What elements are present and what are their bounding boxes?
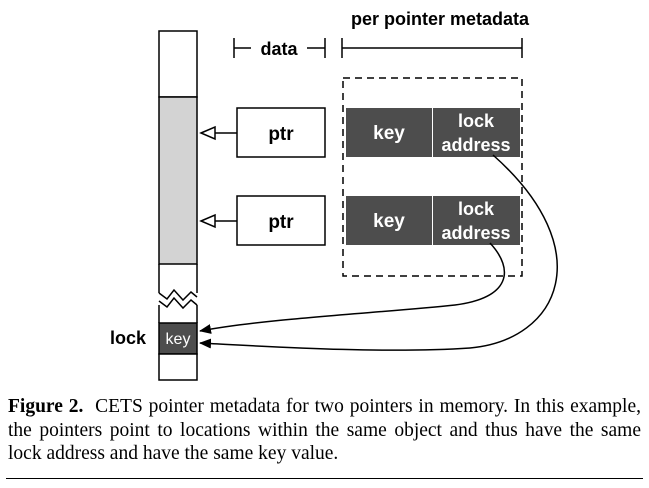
figure-caption: Figure 2. CETS pointer metadata for two …	[8, 395, 641, 466]
break-mark-upper	[158, 288, 198, 302]
caption-rule	[6, 478, 643, 479]
lock-address-label-1-line2: address	[441, 135, 510, 155]
break-mark-lower	[158, 296, 198, 310]
header-data-label: data	[260, 39, 298, 59]
pointer-2: ptr key lock address	[199, 195, 520, 246]
caption-text: CETS pointer metadata for two pointers i…	[8, 396, 641, 464]
lock-address-box-1	[433, 108, 520, 157]
memory-bottom-region	[158, 353, 198, 381]
ptr-label-2: ptr	[268, 212, 294, 233]
key-label-1: key	[373, 123, 405, 144]
memory-upper-segment	[158, 264, 198, 293]
lock-address-arrow-2	[199, 242, 506, 334]
ptr-box-1	[236, 107, 326, 158]
key-box-2	[346, 196, 432, 245]
metadata-region	[342, 77, 523, 277]
memory-top-region	[158, 30, 198, 98]
cets-metadata-diagram: key lock data per pointer metadata ptr k…	[110, 9, 558, 381]
lock-address-box-2	[433, 196, 520, 245]
key-box-1	[346, 108, 432, 157]
header-metadata: per pointer metadata	[341, 9, 530, 58]
ptr-box-2	[236, 195, 326, 246]
memory-lower-segment	[158, 305, 198, 323]
lock-address-label-2-line2: address	[441, 223, 510, 243]
memory-column: key lock	[110, 30, 198, 381]
lock-key-label: key	[166, 331, 191, 348]
header-data: data	[233, 38, 326, 59]
key-label-2: key	[373, 211, 405, 232]
ptr-arrowhead-2	[199, 213, 216, 229]
header-metadata-label: per pointer metadata	[351, 9, 530, 29]
ptr-label-1: ptr	[268, 124, 294, 145]
object-region	[158, 96, 198, 265]
pointer-1: ptr key lock address	[199, 107, 520, 158]
lock-address-arrow-1	[199, 154, 558, 351]
lock-address-label-2-line1: lock	[458, 199, 495, 219]
caption-label: Figure 2.	[8, 396, 84, 417]
ptr-arrowhead-1	[199, 125, 216, 141]
lock-label: lock	[110, 328, 147, 348]
lock-address-label-1-line1: lock	[458, 111, 495, 131]
